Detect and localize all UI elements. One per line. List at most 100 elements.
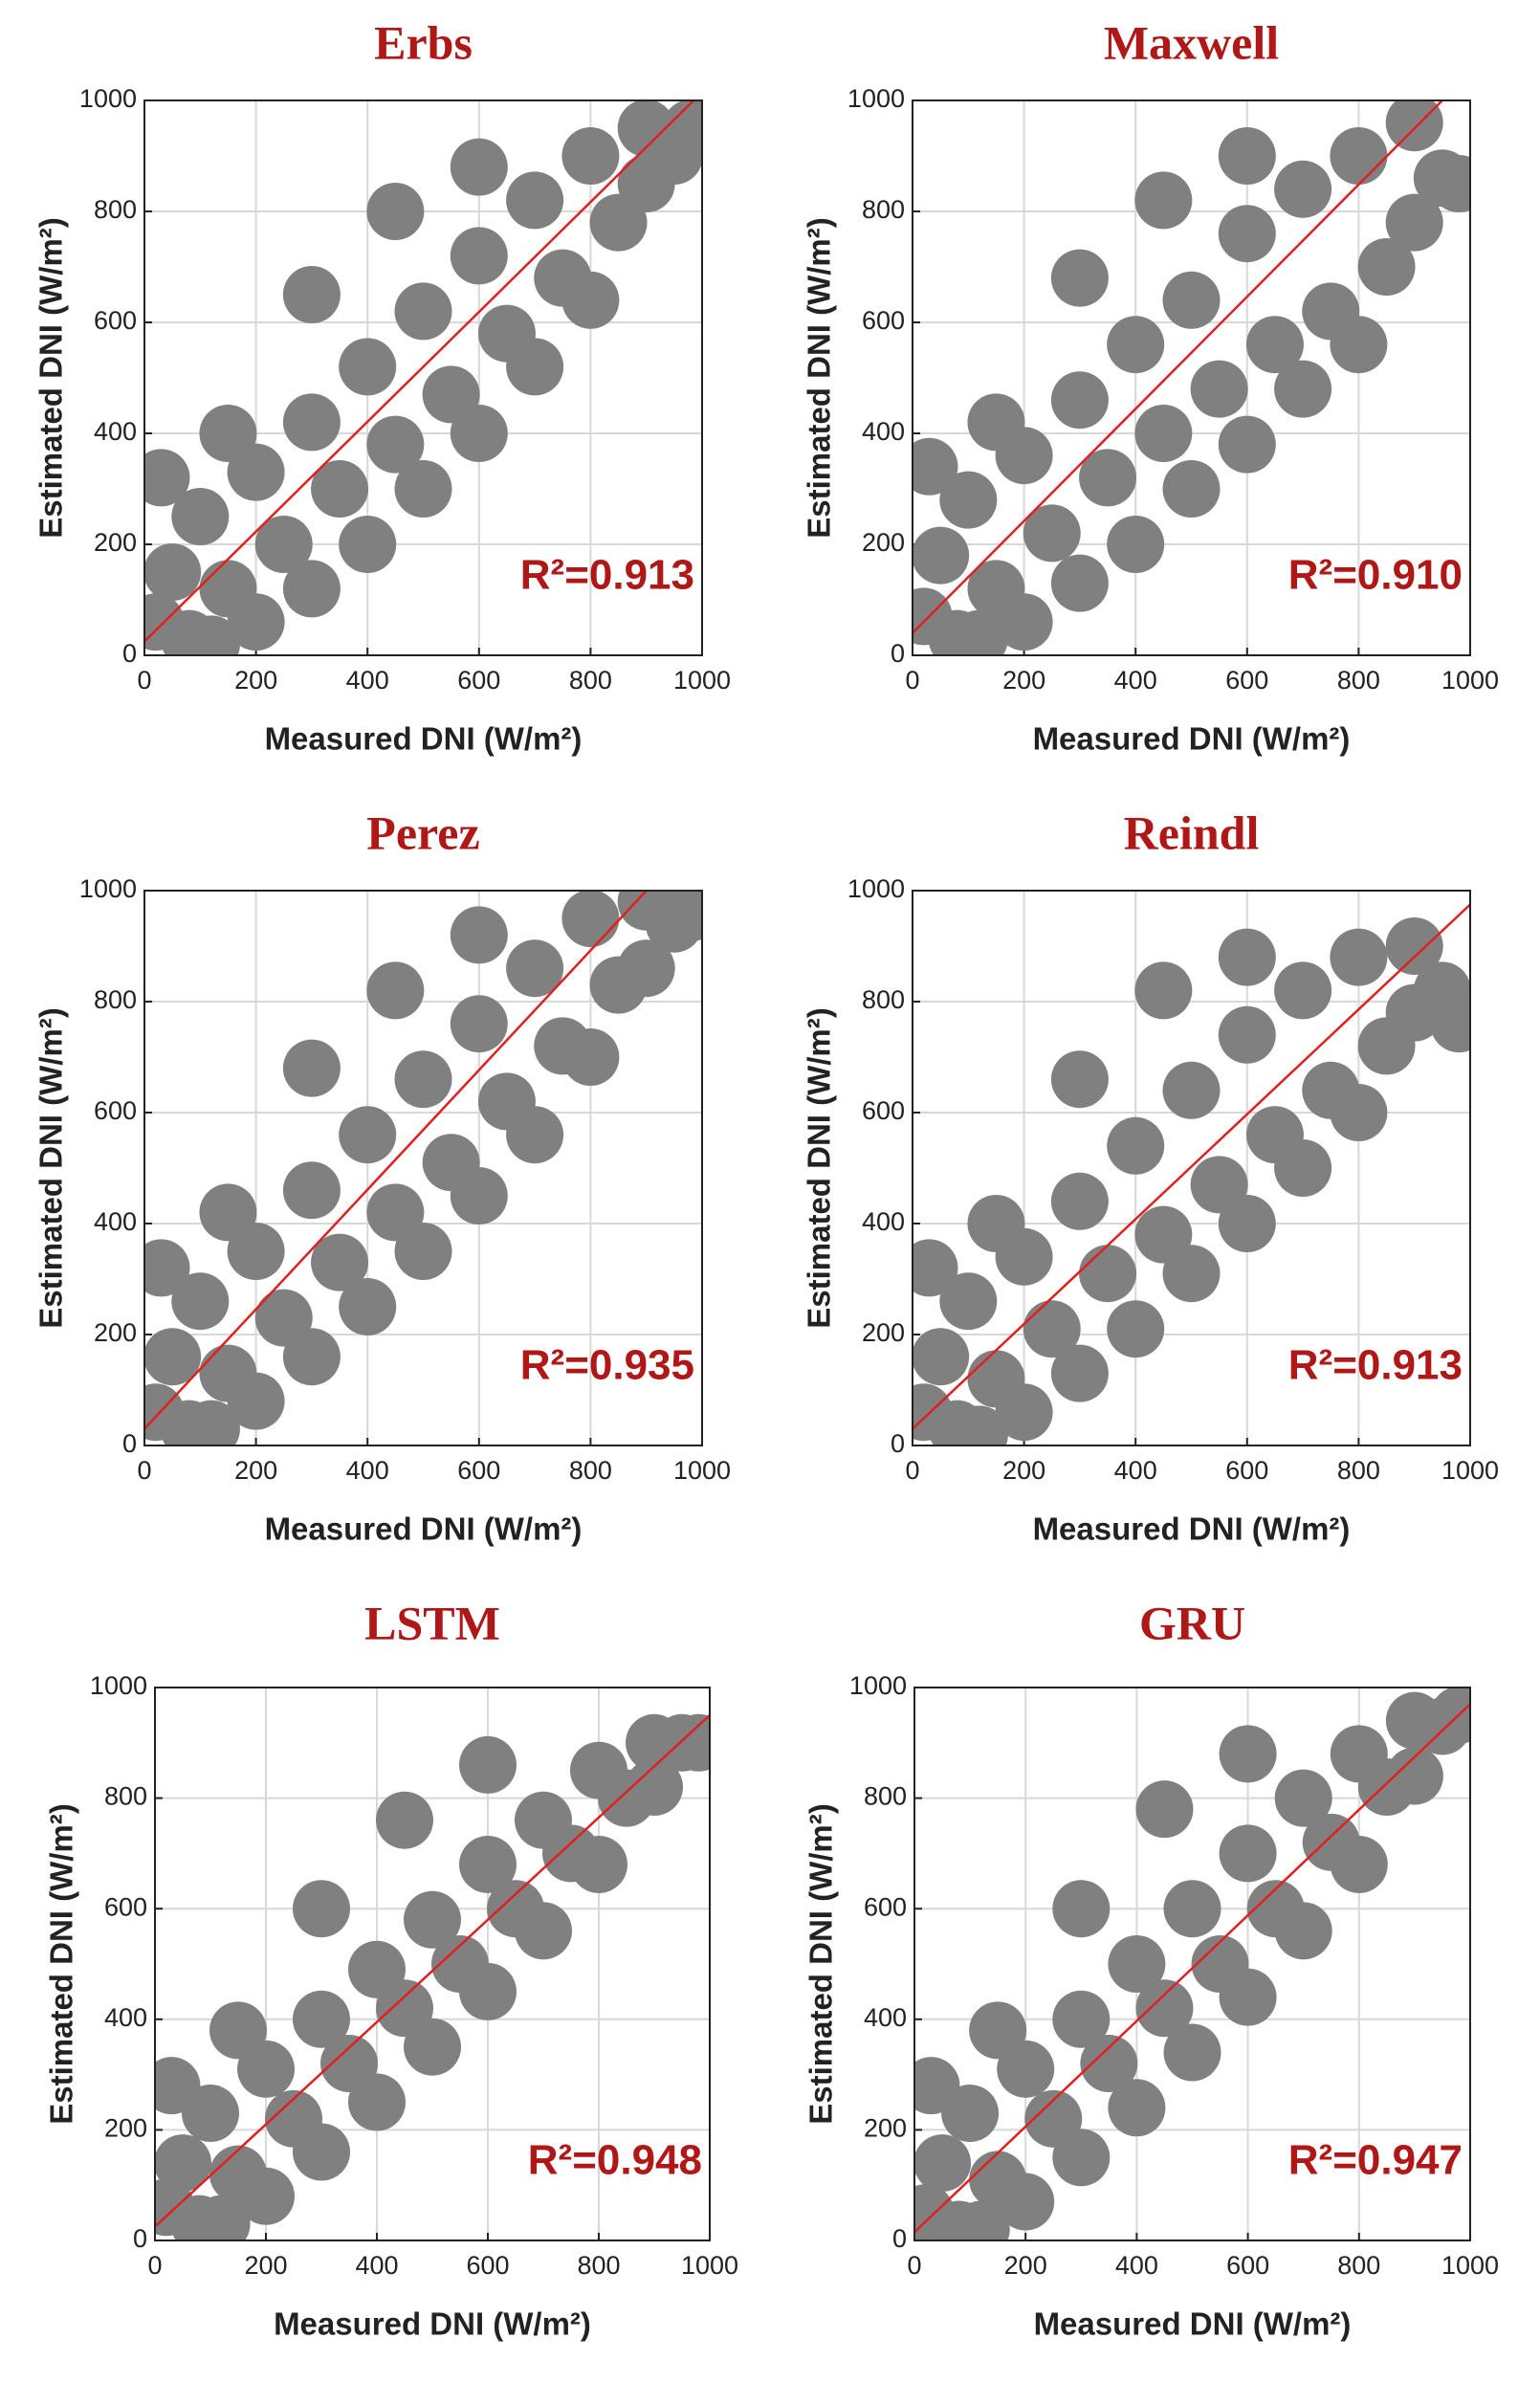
y-tick-label: 800	[104, 1782, 147, 1811]
x-axis-label: Measured DNI (W/m²)	[274, 2306, 591, 2342]
point	[1219, 1968, 1277, 2026]
point	[1430, 1688, 1470, 1744]
point	[1245, 316, 1304, 374]
point	[662, 100, 702, 157]
x-tick-label: 1000	[673, 666, 731, 695]
y-axis-label: Estimated DNI (W/m²)	[802, 1007, 837, 1329]
y-tick-label: 600	[94, 306, 137, 335]
point	[1135, 1780, 1194, 1839]
x-tick-label: 400	[1115, 2251, 1158, 2280]
point	[192, 2195, 251, 2240]
chart-title: LSTM	[364, 1596, 500, 1649]
point	[1134, 405, 1193, 462]
point	[1050, 249, 1109, 307]
point	[394, 1050, 452, 1109]
x-tick-label: 1000	[673, 1456, 731, 1485]
point	[1108, 1935, 1166, 1993]
point	[1108, 2079, 1166, 2137]
point	[506, 171, 564, 230]
point	[1079, 449, 1137, 507]
panel: 0 200 400 600 800 1000 0 200 400 600 800 1000 Erbs Me…	[33, 15, 731, 756]
point	[1052, 1880, 1111, 1938]
y-tick-label: 1000	[90, 1671, 147, 1700]
panel: 0 200 400 600 800 1000 0 200 400 600 800 1000 Reindl…	[802, 805, 1499, 1546]
point	[1219, 1824, 1277, 1883]
point	[293, 1880, 350, 1938]
y-tick-label: 200	[862, 528, 905, 557]
point	[515, 1902, 572, 1960]
point	[1023, 504, 1081, 563]
point	[282, 1328, 341, 1386]
x-tick-label: 200	[234, 1456, 277, 1485]
y-tick-label: 1000	[79, 84, 137, 113]
fit-line	[144, 891, 648, 1430]
point	[366, 183, 425, 240]
x-tick-label: 800	[569, 1456, 612, 1485]
x-tick-label: 800	[577, 2251, 620, 2280]
point	[254, 516, 313, 573]
x-tick-label: 1000	[1441, 2251, 1499, 2280]
y-tick-label: 0	[122, 1429, 137, 1458]
x-tick-label: 400	[1114, 666, 1157, 695]
point	[1219, 1725, 1277, 1783]
x-axis-label: Measured DNI (W/m²)	[1033, 721, 1351, 757]
panel: 0 200 400 600 800 1000 0 200 400 600 800 1000 Perez M…	[33, 805, 731, 1546]
point	[939, 471, 998, 529]
x-axis-label: Measured DNI (W/m²)	[1033, 1511, 1351, 1547]
y-tick-label: 400	[94, 1207, 137, 1236]
x-tick-label: 600	[1225, 666, 1268, 695]
point	[459, 1735, 517, 1794]
point	[997, 2173, 1055, 2231]
point	[450, 995, 508, 1053]
point	[366, 415, 425, 474]
x-tick-label: 400	[355, 2251, 398, 2280]
point	[1274, 1139, 1332, 1197]
point	[1330, 316, 1388, 374]
axes-frame	[912, 890, 1471, 1446]
x-tick-label: 1000	[1441, 1456, 1499, 1485]
y-tick-label: 400	[864, 2003, 907, 2032]
y-tick-label: 200	[862, 1318, 905, 1347]
point	[293, 2123, 350, 2181]
point	[182, 615, 240, 655]
point	[144, 1328, 202, 1386]
fit-line	[155, 1713, 710, 2228]
point	[1135, 1979, 1194, 2038]
fit-line	[914, 1703, 1470, 2234]
point	[1050, 1050, 1109, 1109]
point	[1357, 238, 1416, 296]
x-tick-label: 200	[234, 666, 277, 695]
x-tick-label: 800	[569, 666, 612, 695]
point	[914, 2134, 972, 2193]
y-tick-label: 0	[891, 1429, 905, 1458]
y-tick-label: 0	[122, 639, 137, 668]
point	[394, 282, 452, 341]
x-tick-label: 600	[466, 2251, 509, 2280]
y-tick-label: 800	[864, 1782, 907, 1811]
point	[199, 405, 257, 462]
point	[662, 891, 702, 942]
x-axis-label: Measured DNI (W/m²)	[265, 1511, 583, 1547]
point	[1050, 371, 1109, 430]
point	[1162, 1245, 1221, 1303]
point	[506, 939, 564, 998]
point	[1052, 1990, 1111, 2048]
point	[1218, 205, 1276, 263]
x-tick-label: 400	[346, 666, 389, 695]
point	[1274, 160, 1332, 218]
point	[1163, 1880, 1221, 1938]
y-tick-label: 600	[104, 1892, 147, 1921]
y-axis-label: Estimated DNI (W/m²)	[44, 1803, 79, 2125]
x-tick-label: 200	[1002, 666, 1045, 695]
point	[1162, 460, 1221, 518]
point	[1162, 271, 1221, 329]
x-tick-label: 1000	[1441, 666, 1499, 695]
point	[1430, 155, 1470, 212]
point	[561, 127, 620, 185]
point	[282, 393, 341, 452]
y-tick-label: 600	[94, 1096, 137, 1125]
point	[1050, 1172, 1109, 1230]
point	[282, 1039, 341, 1097]
point	[1330, 928, 1388, 986]
